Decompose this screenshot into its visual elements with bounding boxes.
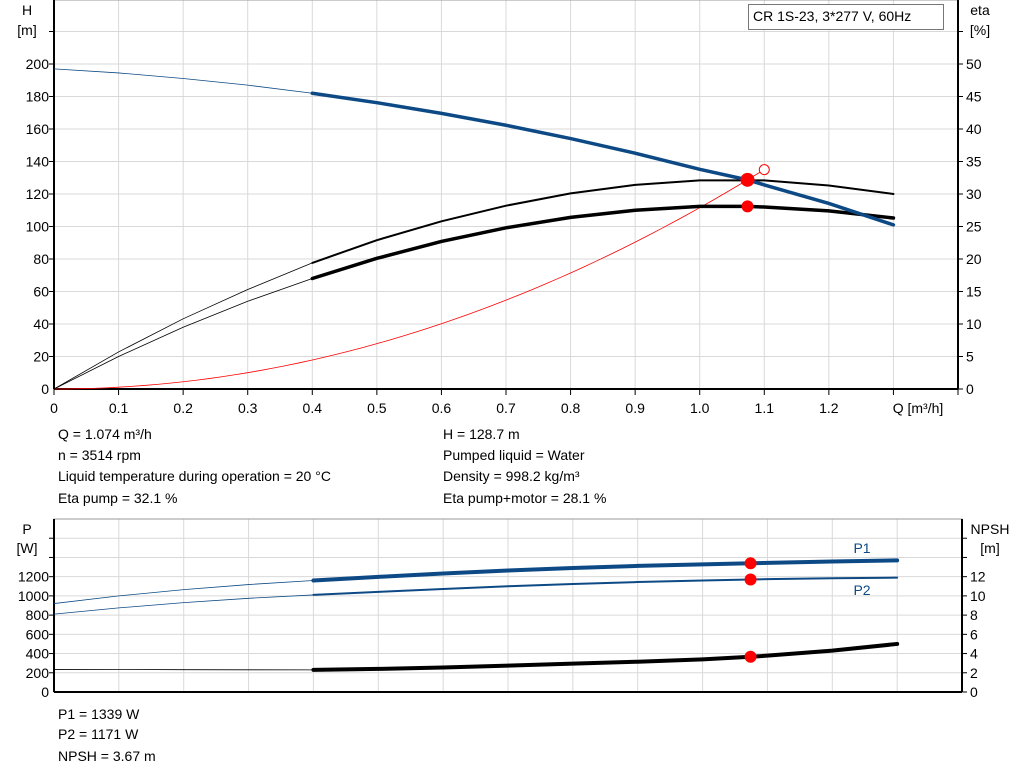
y-tick-label-right: 10 (966, 316, 982, 332)
duty-point-p1-marker (744, 557, 757, 570)
y-tick-label-left: 60 (33, 284, 49, 300)
reference-point-marker (758, 164, 770, 176)
y-axis-title-left: H (22, 2, 32, 18)
pump-title-box: CR 1S-23, 3*277 V, 60Hz (748, 4, 944, 30)
y-tick-label-left: 1200 (18, 569, 49, 585)
y-tick-label-left: 40 (33, 316, 49, 332)
y-axis-unit-left: [W] (17, 540, 38, 556)
y-tick-label-right: 20 (966, 251, 982, 267)
y-tick-label-right: 45 (966, 89, 982, 105)
info-temperature: Liquid temperature during operation = 20… (58, 468, 331, 484)
p1-curve-extrapolated (53, 580, 314, 604)
info-density: Density = 998.2 kg/m³ (443, 468, 580, 484)
y-tick-label-left: 160 (26, 121, 50, 137)
x-tick-label: 1.1 (755, 400, 775, 416)
eta-pump-curve (311, 179, 895, 264)
y-tick-label-right: 8 (970, 607, 978, 623)
y-tick-label-right: 30 (966, 186, 982, 202)
system-curve (53, 169, 765, 390)
x-axis-title: Q [m³/h] (893, 400, 944, 416)
eta-pump-motor-curve-extrapolated (53, 278, 313, 390)
y-tick-label-right: 5 (966, 349, 974, 365)
y-tick-label-right: 4 (970, 646, 978, 662)
y-tick-label-right: 10 (970, 588, 986, 604)
y-tick-label-left: 200 (26, 665, 50, 681)
x-tick-label: 0.5 (367, 400, 387, 416)
y-axis-unit-right: [%] (970, 22, 990, 38)
info-eta-pump-motor: Eta pump+motor = 28.1 % (443, 490, 607, 506)
head-curve (310, 91, 896, 227)
y-tick-label-left: 0 (41, 381, 49, 397)
x-tick-label: 0.4 (303, 400, 323, 416)
y-tick-label-left: 180 (26, 89, 50, 105)
y-axis-title-left: P (22, 521, 31, 537)
y-tick-label-left: 100 (26, 219, 50, 235)
x-tick-label: 0.9 (625, 400, 645, 416)
info-flow: Q = 1.074 m³/h (58, 426, 152, 442)
x-tick-label: 0.6 (432, 400, 452, 416)
y-tick-label-left: 400 (26, 646, 50, 662)
y-tick-label-right: 15 (966, 284, 982, 300)
duty-point-head-marker (740, 172, 755, 187)
y-tick-label-right: 2 (970, 665, 978, 681)
info-speed: n = 3514 rpm (58, 447, 141, 463)
y-axis-unit-right: [m] (980, 540, 999, 556)
x-tick-label: 0.3 (238, 400, 258, 416)
p2-legend-label: P2 (853, 582, 870, 598)
duty-point-p2-marker (744, 573, 757, 586)
x-tick-label: 0.2 (173, 400, 193, 416)
y-tick-label-left: 1000 (18, 588, 49, 604)
y-tick-label-left: 120 (26, 186, 50, 202)
x-tick-label: 0.8 (561, 400, 581, 416)
y-tick-label-right: 40 (966, 121, 982, 137)
y-tick-label-right: 35 (966, 154, 982, 170)
info-eta-pump: Eta pump = 32.1 % (58, 490, 178, 506)
y-tick-label-left: 140 (26, 154, 50, 170)
y-tick-label-right: 50 (966, 56, 982, 72)
x-tick-label: 0.1 (109, 400, 129, 416)
x-tick-label: 0 (50, 400, 58, 416)
y-tick-label-left: 200 (26, 56, 50, 72)
y-tick-label-left: 80 (33, 251, 49, 267)
p1-curve (311, 558, 900, 583)
y-tick-label-right: 6 (970, 626, 978, 642)
x-tick-label: 1.2 (819, 400, 839, 416)
info-p1: P1 = 1339 W (58, 706, 140, 722)
y-axis-unit-left: [m] (17, 22, 36, 38)
info-p2: P2 = 1171 W (58, 726, 139, 742)
y-tick-label-left: 0 (41, 684, 49, 700)
x-tick-label: 0.7 (496, 400, 516, 416)
p2-curve-extrapolated (53, 594, 314, 615)
y-tick-label-left: 600 (26, 626, 50, 642)
eta-pump-curve-extrapolated (53, 262, 313, 390)
y-tick-label-right: 25 (966, 219, 982, 235)
info-head: H = 128.7 m (443, 426, 520, 442)
y-tick-label-left: 800 (26, 607, 50, 623)
p2-curve (312, 576, 899, 596)
duty-point-npsh-marker (744, 650, 757, 663)
x-tick-label: 1.0 (690, 400, 710, 416)
y-tick-label-right: 12 (970, 569, 986, 585)
npsh-curve (311, 641, 900, 672)
head-curve-extrapolated (53, 68, 313, 94)
duty-point-eta-marker (741, 200, 754, 213)
eta-pump-motor-curve (310, 204, 896, 281)
info-liquid: Pumped liquid = Water (443, 447, 585, 463)
p1-legend-label: P1 (853, 540, 870, 556)
y-axis-title-right: NPSH (971, 521, 1010, 537)
info-npsh: NPSH = 3.67 m (58, 748, 156, 764)
y-tick-label-left: 20 (33, 349, 49, 365)
y-axis-title-right: eta (970, 2, 990, 18)
y-tick-label-right: 0 (966, 381, 974, 397)
y-tick-label-right: 0 (970, 684, 978, 700)
